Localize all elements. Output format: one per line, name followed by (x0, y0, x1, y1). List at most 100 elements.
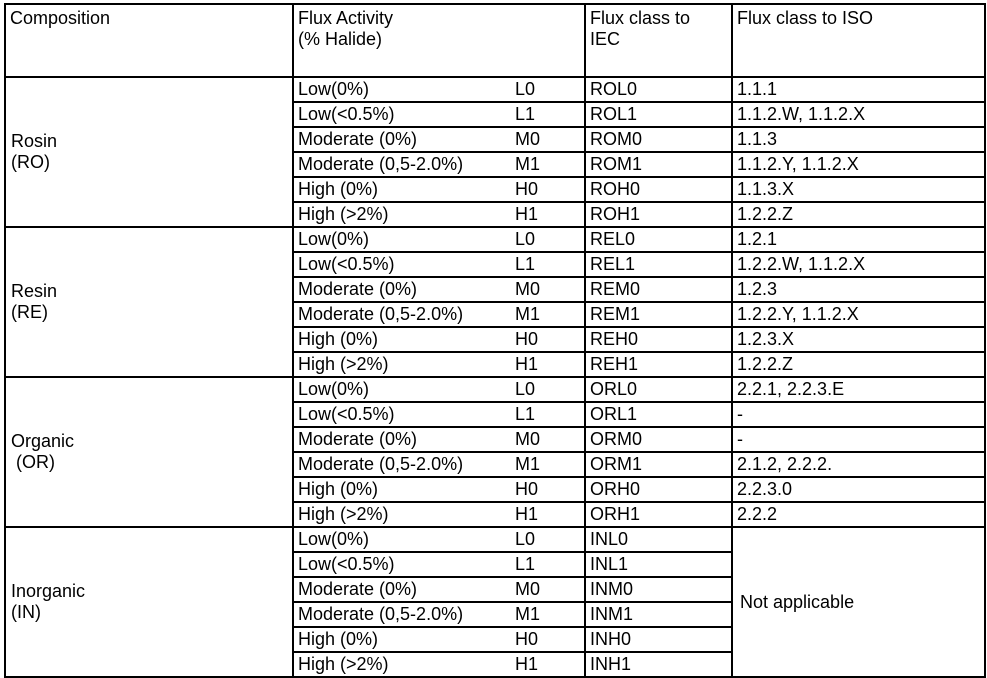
flux-activity-cell: High (>2%) (292, 651, 515, 678)
flux-activity-cell: Low(<0.5%) (292, 251, 515, 278)
flux-activity-cell: High (0%) (292, 326, 515, 353)
activity-code-cell: M1 (515, 451, 586, 478)
header-composition-label: Composition (10, 8, 111, 28)
activity-code-cell: H1 (515, 501, 586, 528)
table-row: Moderate (0,5-2.0%) M1 ORM1 2.1.2, 2.2.2. (5, 451, 986, 478)
iec-class-cell: REM0 (584, 276, 733, 303)
iso-class-cell: 1.2.2.Z (731, 351, 986, 378)
flux-activity-cell: Moderate (0%) (292, 126, 515, 153)
iec-class-cell: INH0 (584, 626, 733, 653)
header-flux-class-iec: Flux class to IEC (584, 3, 733, 78)
activity-code-cell: M0 (515, 126, 586, 153)
flux-activity-cell: Moderate (0%) (292, 426, 515, 453)
activity-code-cell: H0 (515, 626, 586, 653)
composition-cell: Resin (RE) (4, 226, 294, 378)
activity-code-cell: L1 (515, 551, 586, 578)
iso-class-cell: - (731, 401, 986, 428)
iec-class-cell: ROH1 (584, 201, 733, 228)
flux-activity-cell: Low(<0.5%) (292, 551, 515, 578)
table-row: Organic (OR) Low(0%) L0 ORL0 2.2.1, 2.2.3.E (4, 376, 986, 528)
flux-activity-cell: High (>2%) (292, 201, 515, 228)
activity-code-cell: H0 (515, 476, 586, 503)
iec-class-cell: REL0 (584, 226, 733, 253)
header-composition: Composition (4, 3, 294, 78)
flux-activity-cell: Moderate (0%) (292, 276, 515, 303)
activity-code-cell: M0 (515, 426, 586, 453)
activity-code-cell: L1 (515, 401, 586, 428)
activity-code-cell: L1 (515, 101, 586, 128)
activity-code-cell: L1 (515, 251, 586, 278)
table-row: High (>2%) H1 REH1 1.2.2.Z (5, 351, 986, 378)
iso-class-cell: 2.2.2 (731, 501, 986, 528)
table-row: Low(<0.5%) L1 ROL1 1.1.2.W, 1.1.2.X (5, 101, 986, 128)
iec-class-cell: ORL0 (584, 376, 733, 403)
iec-class-cell: ROM0 (584, 126, 733, 153)
activity-code-cell: M1 (515, 151, 586, 178)
activity-code-cell: L0 (515, 226, 586, 253)
iec-class-cell: ORM0 (584, 426, 733, 453)
activity-code-cell: H0 (515, 176, 586, 203)
iec-class-cell: REH0 (584, 326, 733, 353)
table-row: Rosin (RO) Low(0%) L0 ROL0 1.1.1 (4, 76, 986, 228)
flux-activity-cell: Low(<0.5%) (292, 401, 515, 428)
flux-classification-table: Composition Flux Activity (% Halide) Flu… (4, 3, 986, 678)
activity-code-cell: L0 (515, 76, 586, 103)
iso-class-cell: 1.2.2.W, 1.1.2.X (731, 251, 986, 278)
iso-class-cell: 1.2.3.X (731, 326, 986, 353)
iec-class-cell: REM1 (584, 301, 733, 328)
iso-class-merged-cell: Not applicable (731, 526, 986, 678)
iec-class-cell: ORL1 (584, 401, 733, 428)
flux-activity-cell: Low(0%) (292, 226, 515, 253)
table-row: Low(<0.5%) L1 INL1 (5, 551, 985, 578)
iec-class-cell: ROM1 (584, 151, 733, 178)
composition-label: Organic (OR) (11, 431, 75, 472)
iso-class-cell: 1.1.3 (731, 126, 986, 153)
iso-class-cell: 1.2.3 (731, 276, 986, 303)
activity-code-cell: M1 (515, 301, 586, 328)
iso-class-cell: 2.1.2, 2.2.2. (731, 451, 986, 478)
table-row: High (>2%) H1 ROH1 1.2.2.Z (5, 201, 986, 228)
header-flux-class-iso: Flux class to ISO (731, 3, 986, 78)
iso-class-cell: 2.2.3.0 (731, 476, 986, 503)
table-row: Moderate (0%) M0 ORM0- (5, 426, 986, 453)
table-row: Moderate (0,5-2.0%) M1 ROM1 1.1.2.Y, 1.1.2.… (5, 151, 986, 178)
table-row: High (>2%) H1 ORH1 2.2.2 (5, 501, 986, 528)
iec-class-cell: REH1 (584, 351, 733, 378)
iec-class-cell: INL0 (584, 526, 733, 553)
iso-class-cell: 1.1.1 (731, 76, 986, 103)
iec-class-cell: ORM1 (584, 451, 733, 478)
table-row: Moderate (0,5-2.0%) M1 REM1 1.2.2.Y, 1.1.2.… (5, 301, 986, 328)
iso-class-cell: 1.2.2.Y, 1.1.2.X (731, 301, 986, 328)
header-row: Composition Flux Activity (% Halide) Flu… (4, 3, 986, 78)
iec-class-cell: ORH1 (584, 501, 733, 528)
iso-class-cell: 1.1.2.W, 1.1.2.X (731, 101, 986, 128)
flux-activity-cell: Moderate (0,5-2.0%) (292, 301, 515, 328)
composition-cell: Organic (OR) (4, 376, 294, 528)
activity-code-cell: H0 (515, 326, 586, 353)
composition-cell: Rosin (RO) (4, 76, 294, 228)
activity-code-cell: M1 (515, 601, 586, 628)
activity-code-cell: M0 (515, 276, 586, 303)
iec-class-cell: INH1 (584, 651, 733, 678)
iec-class-cell: ROL0 (584, 76, 733, 103)
table-row: Low(<0.5%) L1 ORL1- (5, 401, 986, 428)
iso-class-cell: 1.1.2.Y, 1.1.2.X (731, 151, 986, 178)
iec-class-cell: INL1 (584, 551, 733, 578)
flux-activity-cell: Low(0%) (292, 76, 515, 103)
composition-label: Rosin (RO) (11, 131, 58, 172)
table-row: Moderate (0%) M0 REM0 1.2.3 (5, 276, 986, 303)
iec-class-cell: INM1 (584, 601, 733, 628)
composition-label: Inorganic (IN) (11, 581, 86, 622)
iec-class-cell: ROH0 (584, 176, 733, 203)
header-flux-activity: Flux Activity (% Halide) (292, 3, 586, 78)
flux-activity-cell: Low(<0.5%) (292, 101, 515, 128)
flux-activity-cell: Moderate (0,5-2.0%) (292, 451, 515, 478)
iso-class-cell: 1.2.2.Z (731, 201, 986, 228)
flux-activity-cell: Moderate (0,5-2.0%) (292, 151, 515, 178)
table-row: Inorganic (IN) Low(0%) L0 INL0 Not applicabl… (4, 526, 986, 678)
activity-code-cell: H1 (515, 351, 586, 378)
activity-code-cell: L0 (515, 526, 586, 553)
activity-code-cell: H1 (515, 201, 586, 228)
flux-activity-cell: High (0%) (292, 626, 515, 653)
iso-class-cell: 1.1.3.X (731, 176, 986, 203)
